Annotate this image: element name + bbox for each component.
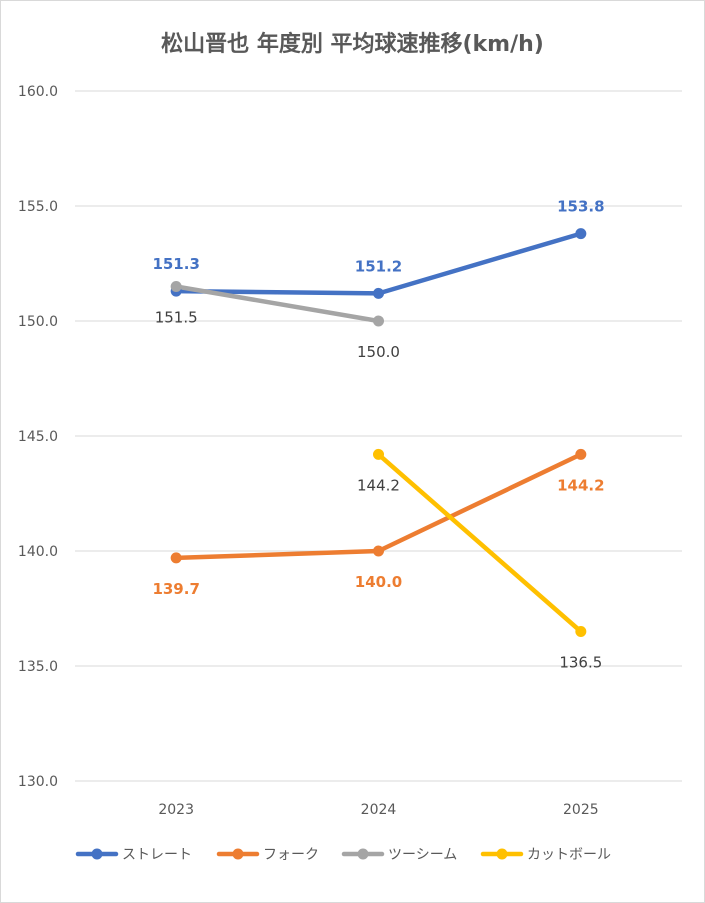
legend-swatch-marker — [232, 848, 244, 860]
legend-label: ツーシーム — [388, 847, 457, 863]
data-label: 140.0 — [355, 573, 402, 591]
series-line-2 — [173, 284, 381, 324]
series-line-1 — [173, 452, 584, 561]
data-point — [170, 552, 182, 564]
chart-title: 松山晋也 年度別 平均球速推移(km/h) — [161, 32, 544, 57]
x-tick-label: 2023 — [158, 802, 194, 818]
data-label: 151.5 — [155, 309, 198, 327]
y-tick-label: 135.0 — [18, 659, 58, 675]
data-point — [575, 626, 587, 637]
legend-swatch-marker — [496, 848, 508, 860]
y-tick-label: 155.0 — [18, 199, 58, 215]
data-label: 144.2 — [357, 476, 400, 494]
x-tick-label: 2024 — [361, 802, 397, 818]
data-label: 150.0 — [357, 343, 400, 361]
data-point — [373, 448, 384, 460]
legend-label: フォーク — [263, 847, 319, 863]
legend-swatch-marker — [357, 848, 369, 860]
data-point — [575, 448, 587, 460]
y-tick-label: 145.0 — [18, 429, 58, 445]
y-tick-label: 150.0 — [18, 314, 58, 330]
data-point — [170, 281, 182, 292]
data-label: 144.2 — [557, 476, 604, 494]
data-point — [575, 228, 587, 240]
data-label: 151.3 — [152, 255, 199, 273]
data-label: 151.2 — [355, 257, 402, 275]
data-label: 139.7 — [152, 580, 199, 598]
data-point — [373, 315, 384, 327]
x-tick-label: 2025 — [563, 802, 599, 818]
y-tick-label: 160.0 — [18, 84, 58, 100]
y-tick-label: 130.0 — [18, 774, 58, 790]
data-point — [373, 545, 384, 557]
series-line-3 — [376, 452, 584, 634]
data-point — [373, 287, 384, 299]
data-label: 153.8 — [557, 198, 604, 216]
legend-swatch-marker — [91, 848, 103, 860]
data-label: 136.5 — [559, 654, 602, 672]
legend-label: カットボール — [527, 847, 611, 863]
legend-label: ストレート — [122, 847, 192, 863]
y-tick-label: 140.0 — [18, 544, 58, 560]
